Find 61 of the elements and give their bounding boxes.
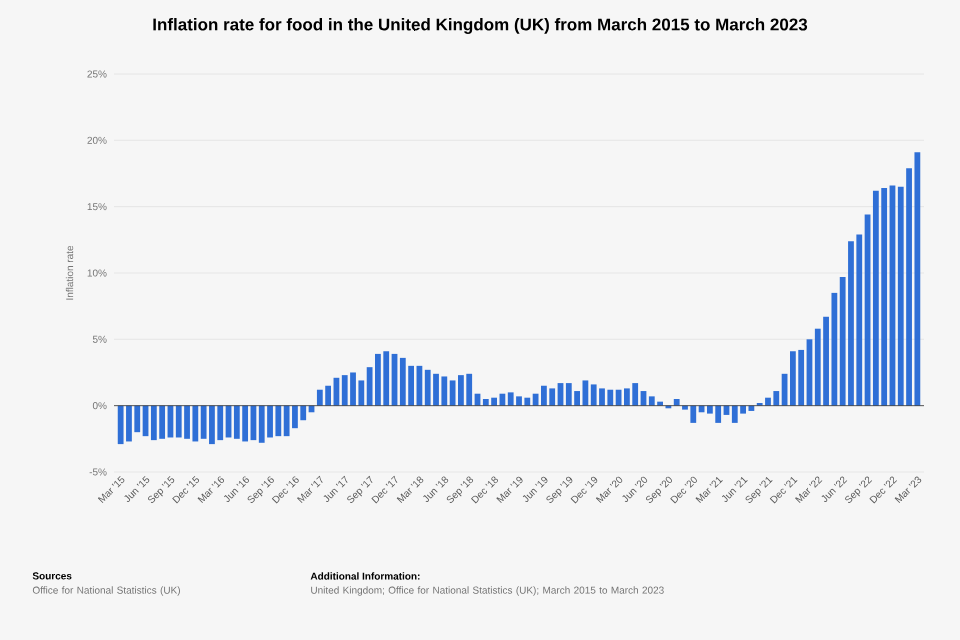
bar [283, 405, 290, 437]
bar [731, 405, 738, 423]
bar [524, 397, 531, 406]
bar [516, 396, 522, 406]
bar [607, 389, 614, 406]
bar [233, 405, 240, 439]
bar [549, 388, 556, 406]
bar [242, 405, 249, 442]
bar [532, 393, 539, 406]
bar [449, 380, 456, 406]
bar [765, 397, 771, 406]
bar [267, 405, 273, 438]
bar [565, 383, 572, 406]
bar [150, 405, 157, 441]
bar [399, 357, 406, 406]
bar [848, 241, 854, 406]
bar [458, 375, 464, 406]
bar [648, 396, 655, 406]
chart-title: Inflation rate for food in the United Kingdom (UK) from March 2015 to March 2023 [153, 18, 808, 34]
bar [300, 405, 307, 421]
bar [217, 405, 224, 441]
bar [582, 380, 589, 406]
bar [316, 389, 323, 406]
bar [192, 405, 199, 442]
bar [275, 405, 282, 437]
bar [748, 405, 755, 411]
bar [623, 388, 630, 406]
bar [292, 405, 298, 429]
bar [466, 373, 473, 406]
bar [258, 405, 265, 443]
bar [408, 365, 415, 406]
bar [599, 388, 605, 406]
bar [881, 188, 888, 406]
bar [134, 405, 141, 433]
bar [715, 405, 722, 423]
bar [350, 372, 356, 406]
bar [872, 190, 879, 406]
bar [175, 405, 182, 438]
bar [541, 385, 547, 406]
bar [441, 376, 448, 406]
bar [325, 385, 332, 406]
bar [433, 373, 439, 406]
bar [126, 405, 132, 442]
bar [383, 351, 390, 406]
bar [159, 405, 166, 439]
bar [507, 392, 514, 406]
bar [690, 405, 697, 423]
bar [184, 405, 190, 439]
bar [914, 152, 921, 406]
bar [200, 405, 207, 439]
bar [341, 375, 348, 406]
bar [789, 351, 796, 406]
bar [375, 353, 381, 406]
bar [673, 399, 680, 406]
bar [424, 369, 431, 406]
bar [590, 384, 597, 406]
bar [491, 397, 498, 406]
bar [209, 405, 215, 445]
bar [482, 399, 489, 406]
bar [117, 405, 124, 445]
bar [632, 383, 639, 406]
